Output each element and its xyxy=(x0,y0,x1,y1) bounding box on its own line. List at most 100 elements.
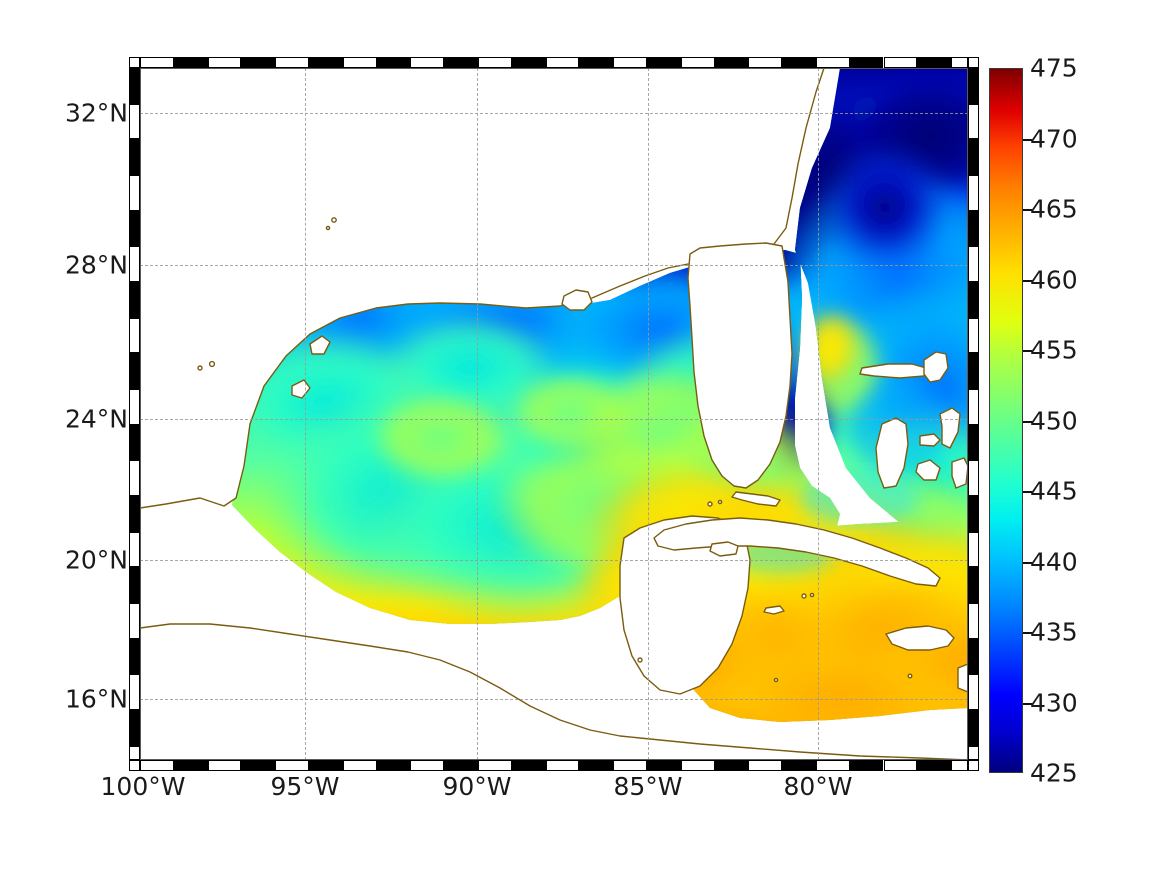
y-tick-label-16n: 16°N xyxy=(64,684,128,714)
y-tick-label-20n: 20°N xyxy=(64,545,128,575)
frame-bottom-seg xyxy=(207,760,242,771)
x-tick-label-90w: 90°W xyxy=(442,772,512,801)
y-tick-label-24n: 24°N xyxy=(64,404,128,434)
frame-corner-bl xyxy=(129,760,140,771)
frame-right-seg xyxy=(968,210,979,247)
frame-right-seg xyxy=(968,389,979,425)
frame-top-seg xyxy=(342,57,377,68)
frame-top-seg xyxy=(646,57,681,68)
frame-corner-tl xyxy=(129,57,140,68)
y-tick-label-28n: 28°N xyxy=(64,250,128,280)
frame-bottom-seg xyxy=(782,760,816,771)
frame-left-seg xyxy=(129,603,140,639)
frame-left-seg xyxy=(129,531,140,568)
colorbar-label-475: 475 xyxy=(1030,53,1078,83)
frame-left-seg xyxy=(129,389,140,425)
frame-left-seg xyxy=(129,638,140,675)
frame-bottom-seg xyxy=(241,760,276,771)
frame-bottom-seg xyxy=(342,760,377,771)
frame-right-seg xyxy=(968,175,979,211)
frame-top-seg xyxy=(883,57,918,68)
frame-bottom-seg xyxy=(883,760,918,771)
frame-left-seg xyxy=(129,745,140,760)
colorbar-tick-445 xyxy=(1023,491,1032,493)
frame-right-seg xyxy=(968,674,979,711)
frame-left-seg xyxy=(129,103,140,140)
frame-bottom-seg xyxy=(680,760,715,771)
frame-top-seg xyxy=(308,57,343,68)
frame-right-seg xyxy=(968,68,979,104)
frame-top-seg xyxy=(376,57,411,68)
frame-right-seg xyxy=(968,139,979,175)
colorbar-label-430: 430 xyxy=(1030,688,1078,717)
colorbar-tick-430 xyxy=(1023,702,1032,705)
colorbar-tick-450 xyxy=(1023,420,1032,423)
frame-top-seg xyxy=(917,57,952,68)
colorbar-tick-440 xyxy=(1023,561,1032,564)
colorbar-tick-435 xyxy=(1023,632,1032,634)
frame-corner-tr xyxy=(968,57,979,68)
colorbar-label-435: 435 xyxy=(1030,617,1078,647)
colorbar-gradient xyxy=(989,68,1023,773)
frame-bottom-seg xyxy=(815,760,850,771)
frame-top-seg xyxy=(951,57,968,68)
colorbar-tick-460 xyxy=(1023,279,1032,282)
frame-right-seg xyxy=(968,567,979,604)
colorbar xyxy=(989,68,1032,773)
frame-top-seg xyxy=(680,57,715,68)
frame-bottom-seg xyxy=(613,760,647,771)
frame-right-seg xyxy=(968,710,979,746)
colorbar-tick-455 xyxy=(1023,350,1032,352)
frame-top-seg xyxy=(511,57,546,68)
frame-top-seg xyxy=(207,57,242,68)
colorbar-label-450: 450 xyxy=(1030,406,1078,435)
frame-left-seg xyxy=(129,496,140,532)
frame-left-seg xyxy=(129,567,140,604)
frame-top-seg xyxy=(849,57,884,68)
frame-bottom-seg xyxy=(173,760,208,771)
frame-top-seg xyxy=(815,57,850,68)
frame-left-seg xyxy=(129,139,140,175)
frame-top-seg xyxy=(444,57,478,68)
frame-bottom-seg xyxy=(849,760,884,771)
frame-top-seg xyxy=(477,57,512,68)
frame-left-seg xyxy=(129,424,140,461)
frame-right-seg xyxy=(968,531,979,568)
frame-right-seg xyxy=(968,638,979,675)
colorbar-tick-470 xyxy=(1023,138,1032,141)
frame-top-seg xyxy=(140,57,174,68)
frame-top-seg xyxy=(579,57,614,68)
frame-bottom-seg xyxy=(917,760,952,771)
map-field-svg xyxy=(140,68,968,760)
frame-right-seg xyxy=(968,460,979,497)
frame-right-seg xyxy=(968,353,979,390)
frame-bottom-seg xyxy=(308,760,343,771)
frame-right-seg xyxy=(968,424,979,461)
frame-right-seg xyxy=(968,103,979,140)
frame-left-seg xyxy=(129,68,140,104)
frame-bottom-seg xyxy=(579,760,614,771)
frame-bottom-seg xyxy=(545,760,580,771)
frame-right-seg xyxy=(968,246,979,282)
x-tick-label-85w: 85°W xyxy=(613,772,683,801)
frame-left-seg xyxy=(129,710,140,746)
frame-top-seg xyxy=(545,57,580,68)
frame-top-seg xyxy=(173,57,208,68)
frame-bottom-seg xyxy=(714,760,749,771)
frame-top-seg xyxy=(241,57,276,68)
colorbar-label-455: 455 xyxy=(1030,335,1078,365)
frame-left-seg xyxy=(129,674,140,711)
colorbar-label-460: 460 xyxy=(1030,265,1078,294)
frame-top-seg xyxy=(613,57,647,68)
map-axes xyxy=(140,68,968,760)
x-tick-label-100w: 100°W xyxy=(100,772,186,801)
frame-bottom-seg xyxy=(748,760,783,771)
frame-right-seg xyxy=(968,317,979,354)
frame-bottom-seg xyxy=(410,760,445,771)
y-tick-label-32n: 32°N xyxy=(64,98,128,128)
frame-left-seg xyxy=(129,210,140,247)
frame-top-seg xyxy=(275,57,309,68)
frame-top-seg xyxy=(782,57,816,68)
frame-right-seg xyxy=(968,745,979,760)
